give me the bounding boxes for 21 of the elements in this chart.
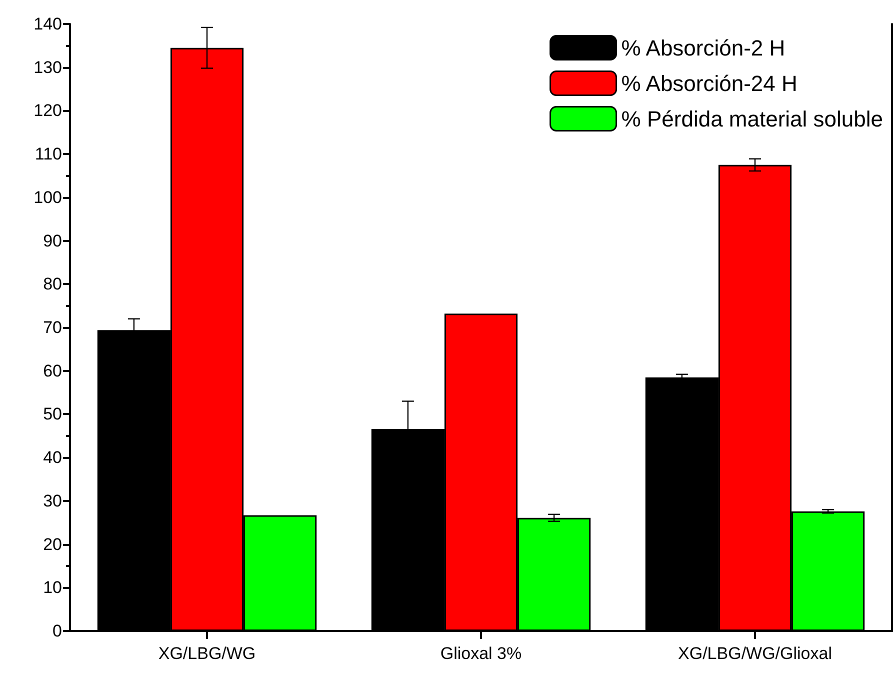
- x-tick-label: Glioxal 3%: [440, 644, 522, 663]
- y-tick-label: 40: [43, 448, 62, 468]
- x-tick-label: XG/LBG/WG/Glioxal: [678, 644, 832, 663]
- legend-label: % Absorción-24 H: [621, 70, 798, 96]
- y-tick-label: 130: [34, 58, 62, 77]
- y-tick-label: 100: [34, 188, 62, 207]
- y-tick-label: 90: [43, 231, 62, 250]
- y-tick-label: 0: [52, 622, 62, 640]
- x-tick-label: XG/LBG/WG: [158, 644, 256, 663]
- y-tick-label: 70: [43, 318, 62, 337]
- y-tick-label: 60: [43, 361, 62, 380]
- legend-label: % Pérdida material soluble: [621, 106, 884, 132]
- y-tick-label: 80: [43, 274, 62, 294]
- y-tick-label: 20: [43, 534, 62, 554]
- y-tick-label: 120: [34, 101, 62, 120]
- y-tick-label: 30: [43, 491, 62, 510]
- y-tick-label: 140: [34, 14, 62, 34]
- legend-label: % Absorción-2 H: [621, 35, 786, 60]
- y-tick-label: 10: [43, 578, 62, 598]
- y-tick-label: 110: [34, 144, 62, 164]
- y-tick-label: 50: [43, 404, 62, 424]
